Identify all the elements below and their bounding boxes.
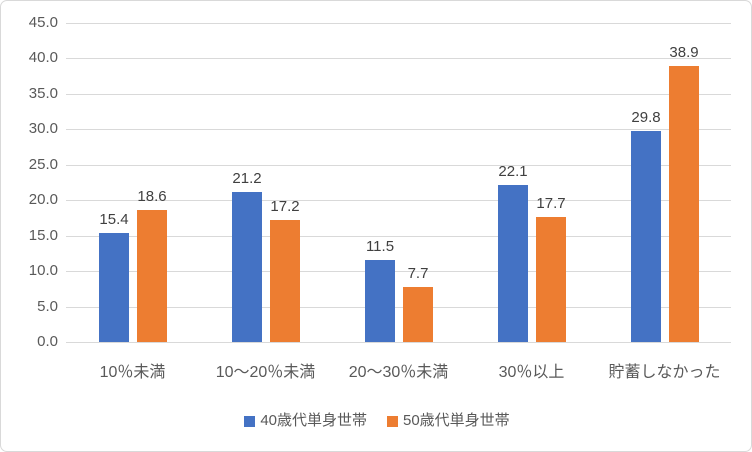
bar-series1-cat4 <box>498 185 528 342</box>
x-category-label: 20〜30％未満 <box>348 364 449 381</box>
data-label: 7.7 <box>407 265 429 282</box>
y-tick-label: 45.0 <box>28 14 58 31</box>
bar-series2-cat3 <box>403 287 433 342</box>
x-category-label: 30％以上 <box>498 364 565 381</box>
gridline-15.0 <box>66 236 731 237</box>
y-tick-label: 20.0 <box>28 191 58 208</box>
bar-series1-cat3 <box>365 260 395 342</box>
bar-series2-cat5 <box>669 66 699 342</box>
data-label: 22.1 <box>498 163 528 180</box>
legend-label: 50歳代単身世帯 <box>403 412 510 429</box>
y-tick-label: 25.0 <box>28 156 58 173</box>
data-label: 15.4 <box>99 211 129 228</box>
x-category-label: 10％未満 <box>99 364 166 381</box>
legend-entry-series1: 40歳代単身世帯 <box>244 411 367 431</box>
legend-swatch-icon <box>244 415 256 427</box>
legend-swatch-icon <box>387 415 398 427</box>
data-label: 38.9 <box>669 44 699 61</box>
data-label: 18.6 <box>137 188 167 205</box>
x-category-label: 10〜20％未満 <box>215 364 316 381</box>
y-tick-label: 30.0 <box>28 120 58 137</box>
data-label: 11.5 <box>365 238 395 255</box>
gridline-25.0 <box>66 165 731 166</box>
data-label: 29.8 <box>631 109 661 126</box>
gridline-20.0 <box>66 200 731 201</box>
y-tick-label: 0.0 <box>37 333 58 350</box>
legend: 40歳代単身世帯 50歳代単身世帯 <box>1 411 751 431</box>
data-label: 17.2 <box>270 198 300 215</box>
data-label: 17.7 <box>536 195 566 212</box>
data-label: 21.2 <box>232 170 262 187</box>
gridline-40.0 <box>66 58 731 59</box>
x-category-label: 貯蓄しなかった <box>608 364 721 381</box>
gridline-5.0 <box>66 307 731 308</box>
bar-series2-cat2 <box>270 220 300 342</box>
y-tick-label: 10.0 <box>28 262 58 279</box>
bar-series1-cat5 <box>631 131 661 342</box>
bar-series1-cat1 <box>99 233 129 342</box>
bar-series2-cat4 <box>536 217 566 342</box>
gridline-10.0 <box>66 271 731 272</box>
legend-label: 40歳代単身世帯 <box>260 412 367 429</box>
y-tick-label: 5.0 <box>37 298 58 315</box>
y-tick-label: 15.0 <box>28 227 58 244</box>
bar-series2-cat1 <box>137 210 167 342</box>
gridline-45.0 <box>66 23 731 24</box>
bar-series1-cat2 <box>232 192 262 342</box>
gridline-35.0 <box>66 94 731 95</box>
gridline-0.0 <box>66 342 731 343</box>
legend-entry-series2: 50歳代単身世帯 <box>387 411 510 431</box>
y-tick-label: 35.0 <box>28 85 58 102</box>
y-tick-label: 40.0 <box>28 49 58 66</box>
gridline-30.0 <box>66 129 731 130</box>
